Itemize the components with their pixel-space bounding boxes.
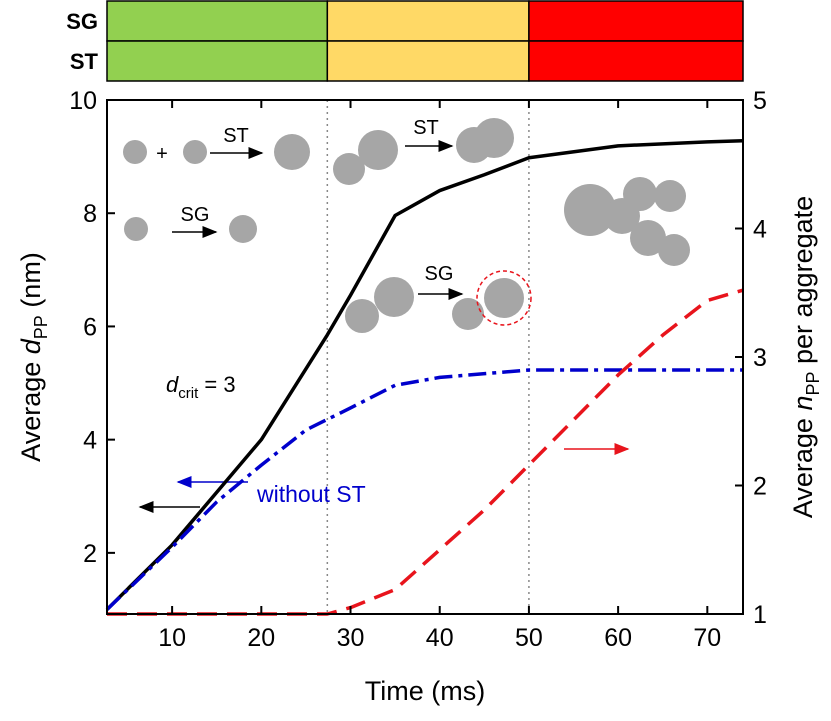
y2-tick-label: 2: [753, 473, 767, 501]
y-tick-label: 4: [83, 427, 97, 455]
x-tick-label: 50: [515, 624, 543, 652]
phase-row-label: ST: [70, 49, 99, 74]
series-line: [105, 368, 743, 611]
phase-segment: [528, 0, 744, 42]
x-tick-label: 10: [158, 624, 186, 652]
particle: [623, 177, 657, 211]
x-tick-label: 60: [604, 624, 632, 652]
particle: [274, 134, 310, 170]
particle: [183, 140, 207, 164]
particle: [124, 217, 148, 241]
particle: [333, 153, 365, 185]
y2-tick-label: 5: [753, 87, 767, 115]
particle: [452, 298, 484, 330]
y-tick-label: 10: [69, 87, 97, 115]
phase-segment: [106, 40, 329, 82]
particle: [630, 220, 666, 256]
annotation: SG: [181, 204, 210, 226]
particle: [654, 180, 686, 212]
series-line: [107, 288, 744, 616]
x-tick-label: 30: [337, 624, 365, 652]
y2-tick-label: 3: [753, 344, 767, 372]
particle: [374, 277, 414, 317]
annotation: ST: [413, 117, 439, 139]
particle: [358, 130, 398, 170]
x-axis-label: Time (ms): [365, 676, 485, 706]
grid: [326, 100, 530, 614]
annotation: +: [156, 143, 168, 165]
particle: [474, 118, 514, 158]
phase-segment: [528, 40, 744, 82]
particle: [658, 234, 690, 266]
y-tick-label: 6: [83, 313, 97, 341]
plot-frame: [106, 99, 744, 615]
annotation: ST: [223, 125, 249, 147]
phase-segment: [326, 40, 530, 82]
particle: [484, 278, 524, 318]
y2-tick-label: 1: [753, 601, 767, 629]
annotation: without ST: [256, 481, 366, 507]
phase-segment: [326, 0, 530, 42]
particle: [564, 184, 616, 236]
series: [105, 139, 744, 616]
x-tick-label: 40: [426, 624, 454, 652]
x-tick-label: 70: [693, 624, 721, 652]
series-line: [105, 139, 744, 611]
particle: [123, 140, 147, 164]
annotation: dcrit = 3: [166, 372, 236, 402]
phase-segment: [106, 0, 329, 42]
highlight-ring: [476, 270, 532, 326]
series-arrows: [138, 443, 630, 513]
y2-tick-label: 4: [753, 216, 767, 244]
particle: [345, 299, 379, 333]
y-tick-label: 2: [83, 540, 97, 568]
y-axis-label: Average dPP (nm): [16, 252, 51, 462]
particle-diagrams: + ST SG ST SG: [123, 117, 690, 333]
y-tick-label: 8: [83, 200, 97, 228]
phase-row-label: SG: [66, 9, 98, 34]
phase-bar: SG ST: [66, 0, 744, 82]
annotation: SG: [425, 263, 454, 285]
particle: [229, 215, 257, 243]
y2-axis-label: Average nPP per aggregate: [788, 196, 823, 518]
x-tick-label: 20: [247, 624, 275, 652]
